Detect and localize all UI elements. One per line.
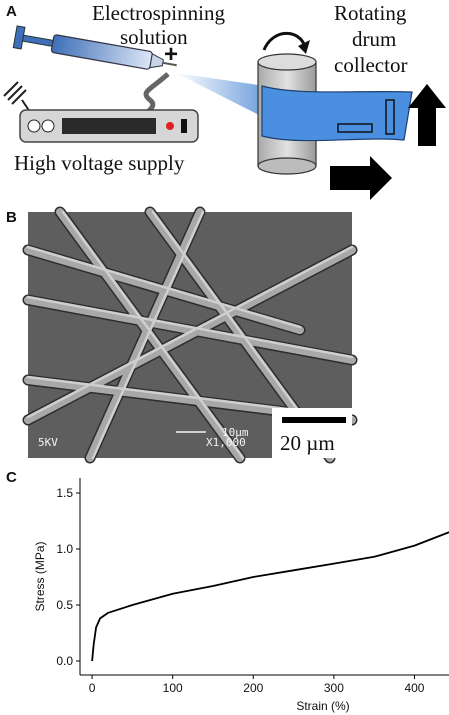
jet-cone [176,73,265,118]
chart: 0.00.51.01.50100200300400500Strain (%)St… [33,478,449,713]
polarity: + [164,41,178,68]
collector-label: drum [352,27,396,51]
scale-bar-label: 20 µm [280,431,335,455]
supply-label: High voltage supply [14,151,185,175]
display [62,118,156,134]
y-tick-label: 1.0 [56,542,73,556]
sem-magnification: X1,000 [206,436,246,449]
syringe [12,25,177,70]
scale-box [272,408,352,458]
rotation-arrow [262,32,306,51]
ground [3,81,31,113]
x-tick-label: 0 [89,681,96,695]
x-axis-label: Strain (%) [296,699,349,713]
y-tick-label: 0.0 [56,654,73,668]
y-tick-label: 1.5 [56,486,73,500]
y-tick-label: 0.5 [56,598,73,612]
panel-label: B [6,209,17,226]
switch [181,119,187,133]
sample-strip [337,123,373,133]
x-tick-label: 300 [324,681,344,695]
fiber-sheet [261,85,413,142]
solution-label: Electrospinning [92,1,225,25]
x-tick-label: 400 [404,681,424,695]
led [166,122,174,130]
knob [41,119,55,133]
solution-label: solution [120,25,188,49]
rotation-arrowhead [298,40,310,54]
sem-image [22,206,358,464]
collector-label: collector [334,53,407,77]
panel-label: C [6,469,17,486]
sem-voltage: 5KV [38,436,58,449]
panel-label: A [6,3,17,20]
sem-micro-scale: 10µm [222,426,249,439]
sample-strip [385,99,395,135]
x-tick-label: 100 [163,681,183,695]
x-tick-label: 200 [243,681,263,695]
collector-label: Rotating [334,1,407,25]
stress-strain-curve [91,531,449,662]
y-axis-label: Stress (MPa) [33,541,47,611]
knob [27,119,41,133]
direction-arrow [330,156,392,200]
direction-arrow [408,84,446,146]
